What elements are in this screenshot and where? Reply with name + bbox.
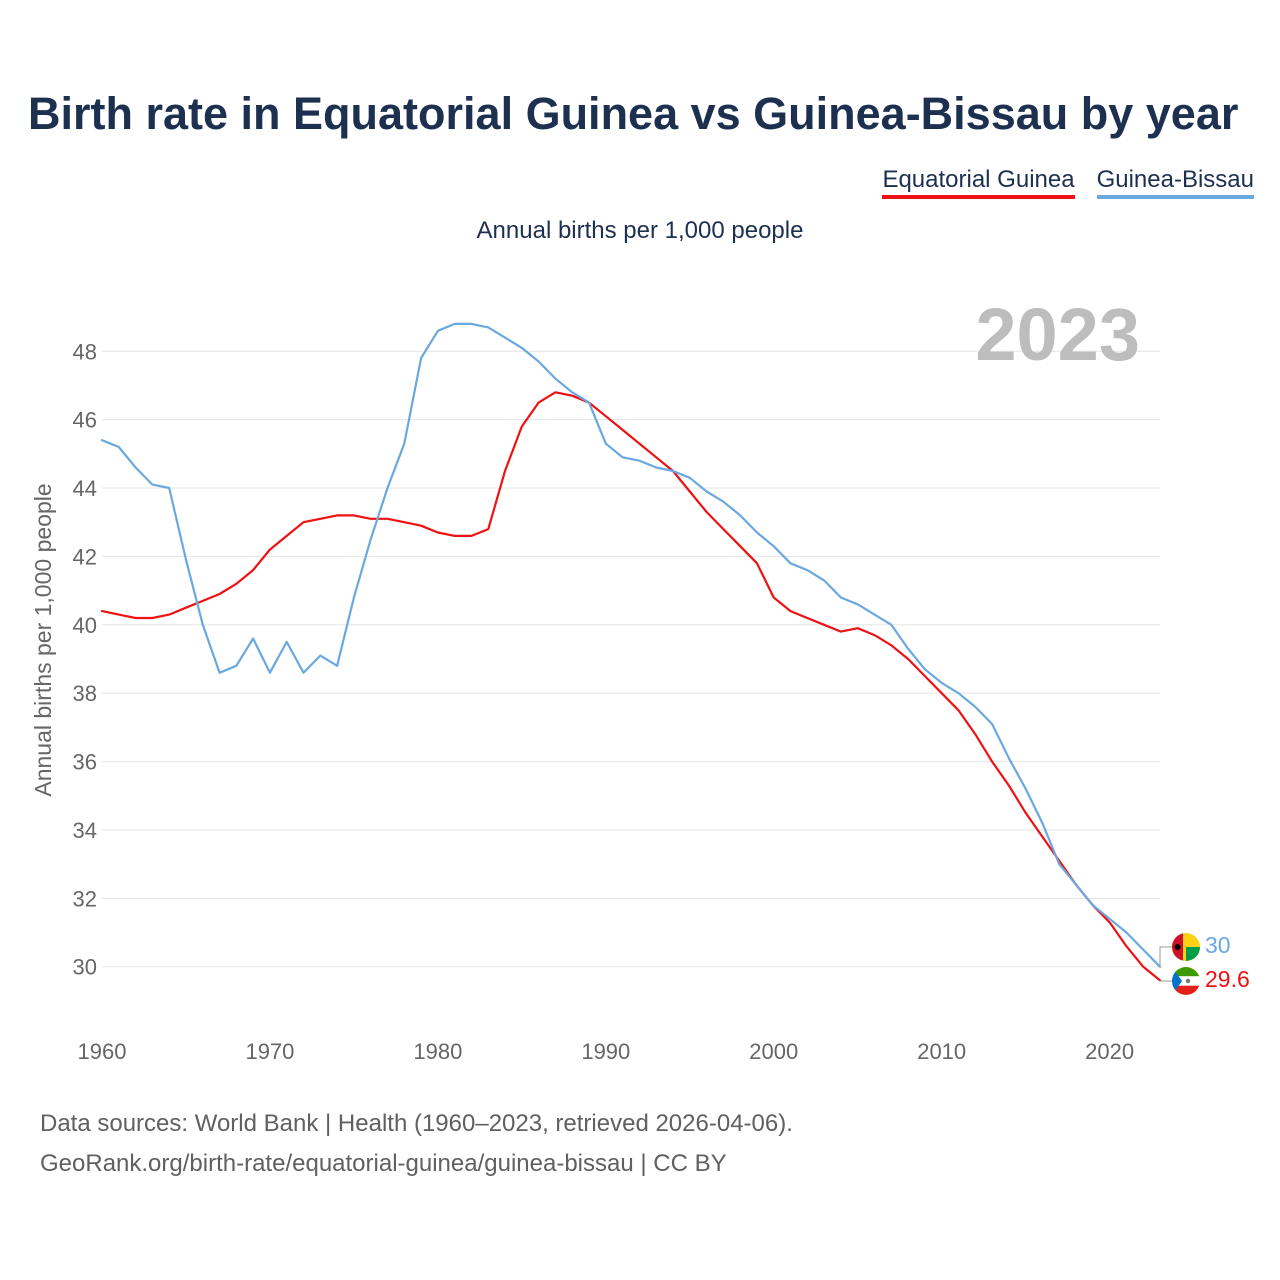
- y-tick-label-42: 42: [73, 544, 97, 569]
- y-tick-label-34: 34: [73, 818, 97, 843]
- x-axis-ticks: 1960 1970 1980 1990 2000 2010 2020: [78, 1039, 1135, 1064]
- legend-item-guinea-bissau[interactable]: Guinea-Bissau: [1096, 166, 1254, 199]
- series-lines: [100, 322, 1162, 982]
- y-tick-label-30: 30: [73, 955, 97, 980]
- grid-lines: [102, 350, 1160, 968]
- year-watermark: 2023: [975, 293, 1140, 376]
- x-tick-label-1990: 1990: [581, 1039, 630, 1064]
- x-tick-label-2000: 2000: [749, 1039, 798, 1064]
- line-chart: 30 32 34 36 38 40 42 44 46 48 1960 1970 1980 1990 200…: [30, 293, 1250, 1064]
- equatorial-guinea-connector: [1159, 980, 1172, 982]
- x-tick-label-1980: 1980: [413, 1039, 462, 1064]
- y-tick-label-44: 44: [73, 476, 97, 501]
- data-source-text: Data sources: World Bank | Health (1960–…: [40, 1110, 793, 1137]
- guinea-bissau-flag-icon: [1172, 933, 1200, 961]
- legend: Equatorial Guinea Guinea-Bissau: [882, 166, 1254, 199]
- end-markers: 30 29.6: [1159, 932, 1250, 995]
- y-tick-label-46: 46: [73, 408, 97, 433]
- y-tick-label-40: 40: [73, 613, 97, 638]
- y-tick-label-36: 36: [73, 750, 97, 775]
- guinea-bissau-connector: [1159, 946, 1172, 967]
- equatorial-guinea-flag-icon: [1172, 967, 1200, 995]
- chart-subtitle: Annual births per 1,000 people: [476, 217, 804, 244]
- y-tick-label-32: 32: [73, 886, 97, 911]
- y-tick-label-38: 38: [73, 681, 97, 706]
- legend-item-equatorial-guinea[interactable]: Equatorial Guinea: [882, 166, 1075, 199]
- footer: Data sources: World Bank | Health (1960–…: [40, 1104, 793, 1184]
- y-axis-ticks: 30 32 34 36 38 40 42 44 46 48: [73, 339, 97, 979]
- series-line-equatorial-guinea[interactable]: [100, 391, 1162, 982]
- series-line-guinea-bissau[interactable]: [100, 322, 1162, 968]
- source-url-link[interactable]: GeoRank.org/birth-rate/equatorial-guinea…: [40, 1150, 727, 1177]
- y-tick-label-48: 48: [73, 339, 97, 364]
- x-tick-label-2010: 2010: [917, 1039, 966, 1064]
- end-value-label-guinea-bissau: 30: [1205, 932, 1231, 958]
- end-value-label-equatorial-guinea: 29.6: [1205, 966, 1250, 992]
- y-axis-label: Annual births per 1,000 people: [30, 483, 56, 796]
- x-tick-label-1970: 1970: [245, 1039, 294, 1064]
- x-tick-label-2020: 2020: [1085, 1039, 1134, 1064]
- x-tick-label-1960: 1960: [78, 1039, 127, 1064]
- chart-title: Birth rate in Equatorial Guinea vs Guine…: [28, 88, 1239, 139]
